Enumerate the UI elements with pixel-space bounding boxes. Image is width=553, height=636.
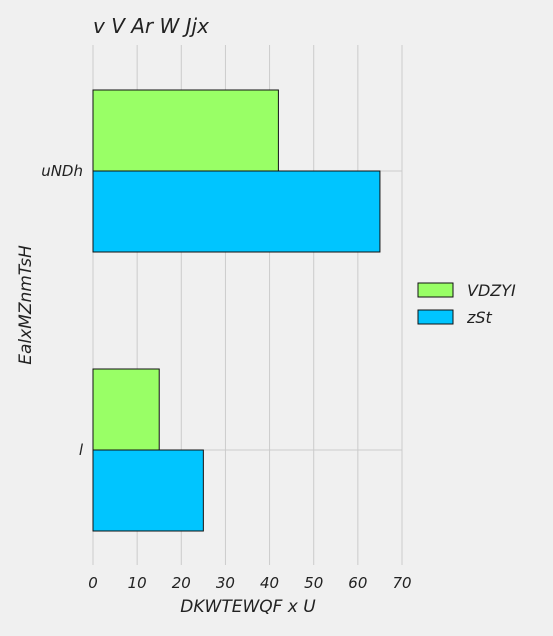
bar-VDZYI-uNDh xyxy=(92,89,279,172)
tick-labels: 0 10 20 30 40 50 60 70 uNDh l xyxy=(41,162,411,592)
x-tick-label: 30 xyxy=(216,574,235,592)
x-tick-label: 70 xyxy=(392,574,411,592)
legend-swatch xyxy=(417,309,454,325)
y-axis-label: EalxMZnmTsH xyxy=(16,245,36,365)
bars xyxy=(92,89,381,532)
y-tick-label: l xyxy=(79,441,84,459)
legend: VDZYI zSt xyxy=(417,281,516,327)
legend-swatch xyxy=(417,282,454,298)
bar-zSt-uNDh xyxy=(92,170,381,253)
bar-zSt-l xyxy=(92,449,204,532)
x-axis-label: DKWTEWQF x U xyxy=(180,597,316,617)
chart-title: v V Ar W Jjx xyxy=(93,14,209,38)
x-tick-label: 10 xyxy=(128,574,147,592)
legend-label: VDZYI xyxy=(467,281,516,300)
legend-label: zSt xyxy=(466,308,493,327)
y-tick-label: uNDh xyxy=(41,162,83,180)
bar-VDZYI-l xyxy=(92,368,160,451)
x-tick-label: 60 xyxy=(348,574,367,592)
x-tick-label: 40 xyxy=(260,574,279,592)
x-tick-label: 0 xyxy=(88,574,98,592)
x-tick-label: 20 xyxy=(172,574,191,592)
x-tick-label: 50 xyxy=(304,574,323,592)
